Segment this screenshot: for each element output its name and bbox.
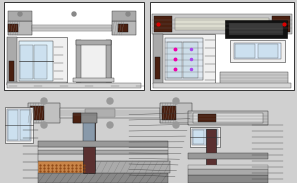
Bar <box>83 118 95 173</box>
Circle shape <box>41 122 47 128</box>
Bar <box>38 141 168 147</box>
Bar <box>154 16 172 32</box>
Bar <box>165 38 203 80</box>
Circle shape <box>107 122 113 128</box>
Bar <box>8 11 32 21</box>
Bar <box>9 61 14 81</box>
Bar <box>76 40 111 45</box>
Bar <box>38 161 90 173</box>
Circle shape <box>126 12 130 16</box>
Bar <box>76 40 111 82</box>
Bar <box>160 103 192 123</box>
Bar <box>188 165 268 169</box>
Bar <box>193 130 204 144</box>
Bar <box>152 14 292 34</box>
Bar <box>19 41 53 81</box>
Bar <box>85 109 115 117</box>
Bar <box>229 23 283 35</box>
Bar <box>28 103 60 123</box>
Bar <box>153 34 215 84</box>
Bar <box>38 150 168 154</box>
Bar <box>225 20 287 38</box>
Bar <box>112 21 136 35</box>
Bar <box>60 108 160 118</box>
Bar <box>7 37 67 85</box>
Bar <box>38 173 168 183</box>
Bar <box>95 161 170 173</box>
Circle shape <box>72 12 76 16</box>
Bar <box>83 119 95 147</box>
Bar <box>175 18 269 30</box>
Bar <box>38 154 168 161</box>
Bar <box>73 113 97 123</box>
Bar <box>153 83 291 88</box>
Bar <box>112 11 136 21</box>
Bar <box>188 169 268 175</box>
Bar <box>188 111 268 125</box>
Circle shape <box>18 12 22 16</box>
Bar <box>106 40 111 82</box>
Bar <box>167 42 182 78</box>
Bar <box>198 114 216 122</box>
Bar <box>30 106 44 120</box>
Bar <box>5 107 33 143</box>
Bar <box>150 2 294 90</box>
Bar <box>155 57 160 79</box>
Circle shape <box>173 122 179 128</box>
Bar <box>34 45 47 79</box>
Bar <box>7 37 17 85</box>
Bar <box>162 106 176 120</box>
Bar <box>7 82 67 85</box>
Bar <box>8 21 32 35</box>
Bar <box>20 110 30 140</box>
Bar <box>188 175 268 183</box>
Bar <box>4 2 144 90</box>
Bar <box>7 83 141 88</box>
Bar <box>8 110 18 140</box>
Bar <box>90 161 95 173</box>
Bar <box>258 44 278 58</box>
Bar <box>38 147 168 150</box>
Bar <box>153 34 163 84</box>
Bar <box>272 16 290 32</box>
Circle shape <box>107 98 113 104</box>
Bar <box>190 127 220 147</box>
Bar <box>183 42 198 78</box>
Bar <box>193 113 263 123</box>
Circle shape <box>41 98 47 104</box>
Bar <box>32 25 112 31</box>
Bar <box>192 129 218 145</box>
Bar <box>73 78 114 82</box>
Bar <box>7 109 31 141</box>
Bar <box>73 113 81 123</box>
Bar <box>188 153 268 159</box>
Circle shape <box>173 98 179 104</box>
Bar <box>20 45 33 79</box>
Bar <box>234 43 281 59</box>
Bar <box>118 24 128 32</box>
Bar <box>206 129 216 175</box>
Bar <box>230 40 285 62</box>
Bar <box>235 44 255 58</box>
Bar <box>8 24 18 32</box>
Bar <box>76 40 81 82</box>
Bar <box>220 72 288 84</box>
Bar <box>206 130 217 144</box>
